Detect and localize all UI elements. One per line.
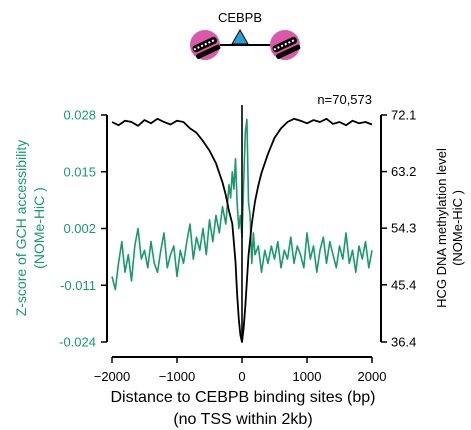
- y-left-tick-label: 0.002: [63, 221, 96, 236]
- y-right-tick-label: 54.3: [391, 221, 416, 236]
- y-right-tick-label: 63.2: [391, 164, 416, 179]
- nucleosome-left-icon: [190, 30, 221, 60]
- y-right-tick-label: 72.1: [391, 108, 416, 123]
- sample-count-annotation: n=70,573: [317, 92, 372, 107]
- left-axis-ticks: 0.028 0.015 0.002 -0.011 -0.024: [59, 108, 107, 350]
- x-tick-label: −2000: [94, 369, 131, 384]
- series-layer: [111, 105, 373, 343]
- y-left-tick-label: -0.024: [59, 335, 96, 350]
- y-axis-left-label: Z-score of GCH accessibility: [13, 140, 29, 317]
- schematic: CEBPB: [190, 10, 301, 60]
- y-axis-left-sublabel: (NOMe-HiC ): [31, 187, 47, 269]
- y-axis-right-sublabel: (NOMe-HiC ): [450, 190, 465, 266]
- right-axis-ticks: 72.1 63.2 54.3 45.4 36.4: [381, 108, 416, 350]
- motif-triangle-icon: [231, 28, 249, 45]
- x-tick-label: −1000: [159, 369, 196, 384]
- y-right-tick-label: 36.4: [391, 335, 416, 350]
- chart-title: CEBPB: [218, 10, 262, 25]
- x-tick-label: 0: [238, 369, 245, 384]
- y-left-tick-label: -0.011: [60, 278, 96, 293]
- x-axis-ticks: −2000 −1000 0 1000 2000: [94, 357, 387, 384]
- x-axis-sublabel: (no TSS within 2kb): [173, 411, 312, 428]
- x-tick-label: 2000: [358, 369, 387, 384]
- y-left-tick-label: 0.028: [63, 108, 96, 123]
- y-axis-right-label: HCG DNA methylation level: [434, 148, 449, 308]
- nucleosome-right-icon: [270, 30, 301, 60]
- x-axis-label: Distance to CEBPB binding sites (bp): [110, 389, 375, 406]
- y-left-tick-label: 0.015: [63, 164, 96, 179]
- x-tick-label: 1000: [293, 369, 322, 384]
- y-right-tick-label: 45.4: [391, 277, 416, 292]
